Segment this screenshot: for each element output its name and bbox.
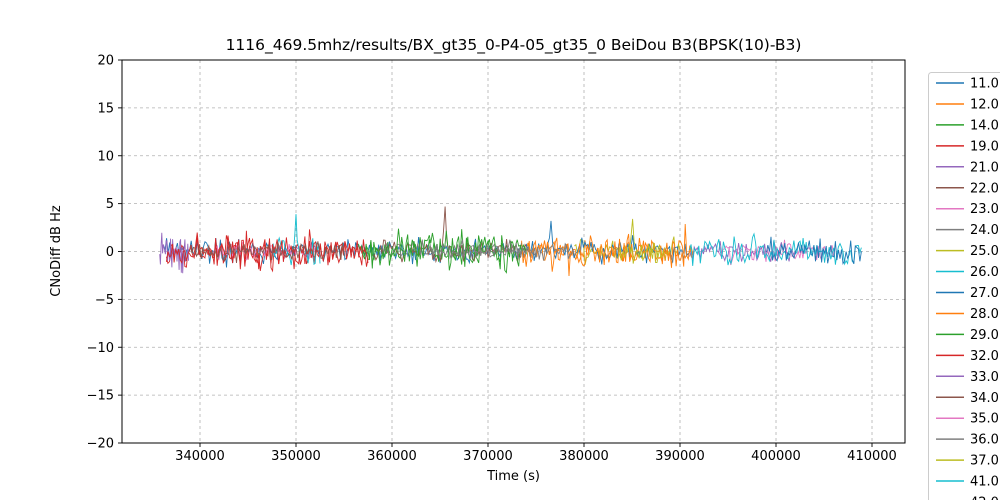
series-group [159,206,862,277]
legend-label: 19.0 [970,139,999,154]
series-line-37.0 [617,242,667,264]
x-tick-label: 340000 [175,449,225,464]
legend-label: 21.0 [970,160,999,175]
legend-label: 27.0 [970,286,999,301]
x-tick-label: 360000 [367,449,417,464]
legend-label: 37.0 [970,454,999,469]
y-tick-label: 0 [106,245,114,260]
y-tick-label: 20 [97,54,114,69]
legend-label: 34.0 [970,391,999,406]
legend-border [928,72,1000,500]
x-tick-label: 380000 [559,449,609,464]
y-tick-label: 10 [97,149,114,164]
x-tick-label: 400000 [751,449,801,464]
legend-label: 22.0 [970,181,999,196]
series-line-21.0 [159,232,189,274]
legend-label: 11.0 [970,77,999,92]
legend-label: 14.0 [970,118,999,133]
chart-title: 1116_469.5mhz/results/BX_gt35_0-P4-05_gt… [225,36,802,54]
x-tick-label: 370000 [463,449,513,464]
legend-label: 28.0 [970,307,999,322]
legend-label: 42.0 [970,496,999,500]
legend-label: 36.0 [970,433,999,448]
legend-label: 12.0 [970,97,999,112]
legend-label: 32.0 [970,349,999,364]
legend-label: 29.0 [970,328,999,343]
y-tick-label: −15 [87,389,114,404]
series-line-36.0 [430,239,575,261]
x-axis-label: Time (s) [487,469,540,484]
x-tick-label: 390000 [655,449,705,464]
legend-label: 41.0 [970,475,999,490]
x-tick-label: 410000 [847,449,897,464]
legend-label: 25.0 [970,244,999,259]
x-tick-label: 350000 [271,449,321,464]
y-tick-label: −20 [87,437,114,452]
y-tick-label: 15 [97,101,114,116]
legend-label: 33.0 [970,370,999,385]
legend-label: 26.0 [970,265,999,280]
legend-label: 23.0 [970,202,999,217]
legend-label: 35.0 [970,412,999,427]
y-tick-label: −10 [87,341,114,356]
legend-label: 24.0 [970,223,999,238]
series-line-42.0 [765,236,862,266]
y-tick-label: −5 [95,293,114,308]
y-tick-label: 5 [106,197,114,212]
series-line-34.0 [189,241,345,263]
legend: 11.0 12.0 14.0 19.0 21.0 22.0 23.0 24.0 25.0 26.0… [928,72,1000,500]
series-line-28.0 [521,223,695,277]
